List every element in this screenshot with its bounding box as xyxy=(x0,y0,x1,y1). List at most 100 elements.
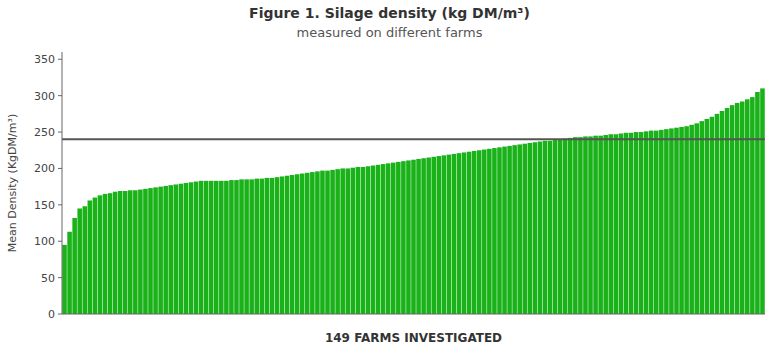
bar xyxy=(740,101,745,314)
bar xyxy=(103,194,108,314)
bar xyxy=(219,181,224,314)
bar xyxy=(224,181,229,314)
bar xyxy=(351,168,356,314)
bar xyxy=(204,181,209,314)
bar xyxy=(310,172,315,314)
bar xyxy=(720,111,725,314)
bar xyxy=(72,218,77,314)
bar xyxy=(482,150,487,314)
bar xyxy=(118,191,123,314)
bar xyxy=(315,171,320,314)
bar xyxy=(659,130,664,314)
bar xyxy=(305,173,310,314)
bar xyxy=(472,151,477,314)
y-tick-label: 250 xyxy=(34,126,55,139)
bar xyxy=(512,145,517,314)
bar xyxy=(174,184,179,314)
bar xyxy=(750,97,755,314)
bar xyxy=(573,137,578,314)
bar xyxy=(325,171,330,314)
chart: Figure 1. Silage density (kg DM/m³) measu… xyxy=(0,0,779,354)
bar xyxy=(209,181,214,314)
bar xyxy=(558,139,563,314)
bar xyxy=(760,88,765,314)
y-tick-label: 350 xyxy=(34,53,55,66)
bar xyxy=(199,181,204,314)
bar xyxy=(138,190,143,314)
bar xyxy=(295,174,300,314)
bar xyxy=(639,132,644,314)
bar xyxy=(624,133,629,314)
bar xyxy=(614,134,619,314)
bar xyxy=(108,193,113,314)
bar xyxy=(467,152,472,314)
title: Figure 1. Silage density (kg DM/m³) xyxy=(249,5,530,21)
bar xyxy=(128,190,133,314)
bar xyxy=(437,156,442,314)
y-tick-label: 200 xyxy=(34,162,55,175)
y-tick xyxy=(58,314,62,315)
bar xyxy=(381,164,386,314)
bar xyxy=(275,177,280,314)
y-tick xyxy=(58,277,62,278)
bar xyxy=(679,127,684,314)
bar xyxy=(259,179,264,314)
bar xyxy=(229,180,234,314)
bar xyxy=(67,232,72,314)
bar xyxy=(406,160,411,314)
y-axis-line xyxy=(62,52,63,314)
bar xyxy=(710,117,715,314)
bar xyxy=(340,168,345,314)
bar xyxy=(644,131,649,314)
bar xyxy=(421,158,426,314)
y-tick-label: 100 xyxy=(34,235,55,248)
bar xyxy=(411,160,416,314)
bar xyxy=(189,182,194,314)
bar xyxy=(694,123,699,314)
bar xyxy=(285,176,290,314)
y-tick xyxy=(58,241,62,242)
y-tick-label: 300 xyxy=(34,90,55,103)
bar xyxy=(391,163,396,314)
bar xyxy=(654,131,659,314)
bar xyxy=(598,136,603,314)
bar xyxy=(376,165,381,314)
bar xyxy=(300,174,305,314)
bar xyxy=(244,179,249,314)
bar xyxy=(507,146,512,314)
bar xyxy=(270,178,275,314)
bar xyxy=(62,245,67,314)
bar xyxy=(361,167,366,314)
bar xyxy=(396,162,401,314)
y-tick xyxy=(58,59,62,60)
bar xyxy=(477,150,482,314)
bar xyxy=(234,180,239,314)
y-axis-label: Mean Density (KgDM/m³) xyxy=(6,114,19,252)
bar xyxy=(548,141,553,314)
bar xyxy=(143,189,148,314)
bar xyxy=(487,149,492,314)
y-tick-label: 0 xyxy=(48,308,55,321)
bar xyxy=(239,179,244,314)
bar xyxy=(457,153,462,314)
bar xyxy=(163,186,168,314)
bar xyxy=(674,128,679,314)
subtitle: measured on different farms xyxy=(297,25,483,40)
bar xyxy=(168,185,173,314)
bar xyxy=(462,152,467,314)
bar xyxy=(700,121,705,314)
bar xyxy=(254,179,259,314)
bar xyxy=(452,154,457,314)
bar xyxy=(553,140,558,314)
bars xyxy=(62,88,764,314)
bar xyxy=(345,168,350,314)
bar xyxy=(356,167,361,314)
bar xyxy=(77,208,82,314)
bar xyxy=(442,155,447,314)
bar xyxy=(249,179,254,314)
bar xyxy=(715,114,720,314)
y-axis: 050100150200250300350 xyxy=(34,53,62,321)
bar xyxy=(431,157,436,314)
bar xyxy=(133,190,138,314)
bar xyxy=(543,141,548,314)
